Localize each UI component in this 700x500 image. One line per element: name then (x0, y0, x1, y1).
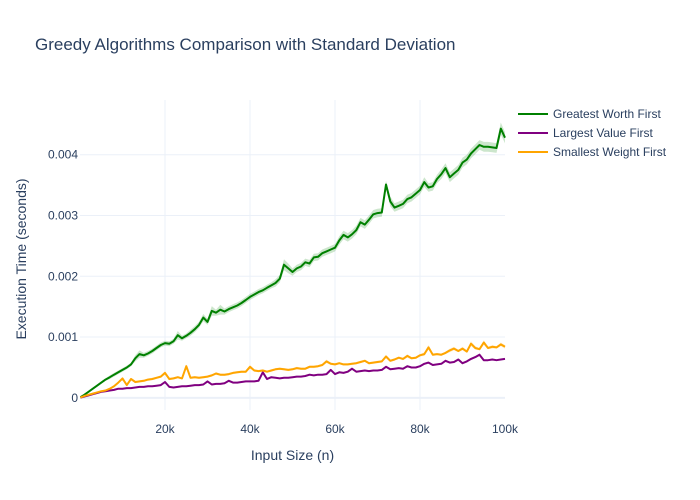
y-tick-label: 0.002 (48, 269, 78, 283)
x-tick-label: 20k (155, 422, 175, 436)
series-line-largest-value-first[interactable] (80, 353, 506, 399)
y-tick-label: 0.004 (48, 148, 78, 162)
x-tick-label: 60k (325, 422, 345, 436)
plot-area (80, 100, 505, 410)
series-line-layer (79, 127, 506, 399)
legend-item-smallest-weight-first[interactable]: Smallest Weight First (518, 145, 667, 159)
y-axis-title: Execution Time (seconds) (13, 178, 29, 339)
chart-title: Greedy Algorithms Comparison with Standa… (35, 35, 455, 54)
tick-label-layer: 20k 40k 60k 80k 100k 0 0.001 0.002 0.003 0.004 (48, 148, 519, 436)
legend-item-greatest-worth-first[interactable]: Greatest Worth First (518, 107, 661, 121)
y-tick-label: 0.001 (48, 330, 78, 344)
x-tick-label: 100k (492, 422, 519, 436)
legend-label-greatest-worth-first: Greatest Worth First (553, 107, 661, 121)
x-tick-label: 40k (240, 422, 260, 436)
y-tick-label: 0 (71, 391, 78, 405)
legend-item-largest-value-first[interactable]: Largest Value First (518, 126, 653, 140)
y-tick-label: 0.003 (48, 208, 78, 222)
grid-layer (80, 100, 505, 410)
x-axis-title: Input Size (n) (251, 447, 334, 463)
series-line-greatest-worth-first[interactable] (79, 127, 506, 399)
series-line-smallest-weight-first[interactable] (80, 341, 506, 399)
x-tick-label: 80k (410, 422, 430, 436)
legend-label-largest-value-first: Largest Value First (553, 126, 653, 140)
legend: Greatest Worth First Largest Value First… (518, 107, 667, 159)
legend-label-smallest-weight-first: Smallest Weight First (553, 145, 667, 159)
